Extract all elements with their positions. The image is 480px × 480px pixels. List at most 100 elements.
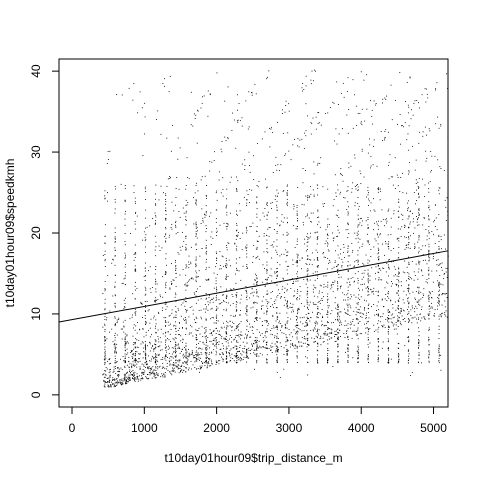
data-point bbox=[225, 276, 227, 278]
data-point bbox=[322, 315, 323, 317]
data-point bbox=[176, 177, 178, 179]
data-point bbox=[175, 294, 177, 296]
data-point bbox=[195, 277, 197, 279]
data-point bbox=[241, 117, 243, 119]
data-point bbox=[236, 354, 238, 356]
data-point bbox=[249, 171, 251, 173]
data-point bbox=[233, 288, 235, 289]
data-point bbox=[347, 344, 349, 346]
data-point bbox=[158, 312, 160, 314]
data-point bbox=[335, 334, 337, 336]
data-point bbox=[245, 356, 247, 358]
data-point bbox=[359, 222, 361, 224]
data-point bbox=[404, 225, 406, 227]
data-point bbox=[136, 287, 138, 289]
data-point bbox=[155, 255, 157, 257]
data-point bbox=[144, 280, 146, 281]
data-point bbox=[203, 95, 205, 97]
data-point bbox=[354, 157, 356, 159]
data-point bbox=[285, 351, 287, 352]
data-point bbox=[331, 284, 332, 286]
data-point bbox=[123, 278, 125, 280]
data-point bbox=[266, 269, 268, 271]
data-point bbox=[235, 293, 237, 295]
data-point bbox=[236, 235, 238, 237]
data-point bbox=[347, 359, 349, 361]
data-point bbox=[162, 366, 164, 368]
data-point bbox=[428, 308, 430, 310]
data-point bbox=[169, 361, 171, 363]
data-point bbox=[145, 199, 147, 200]
data-point bbox=[273, 229, 275, 230]
data-point bbox=[151, 287, 153, 288]
data-point bbox=[265, 331, 267, 333]
data-point bbox=[305, 85, 307, 87]
data-point bbox=[225, 260, 227, 262]
data-point bbox=[428, 329, 430, 331]
data-point bbox=[111, 328, 113, 330]
data-point bbox=[185, 349, 187, 351]
data-point bbox=[418, 287, 420, 289]
data-point bbox=[307, 307, 309, 309]
data-point bbox=[283, 353, 285, 355]
data-point bbox=[390, 318, 392, 320]
data-point bbox=[357, 203, 359, 205]
data-point bbox=[220, 303, 221, 305]
data-point bbox=[398, 268, 400, 270]
data-point bbox=[276, 253, 278, 255]
data-point bbox=[256, 292, 258, 294]
data-point bbox=[165, 331, 167, 333]
data-point bbox=[166, 306, 168, 308]
data-point bbox=[169, 371, 170, 373]
data-point bbox=[360, 121, 362, 123]
data-point bbox=[290, 159, 292, 161]
data-point bbox=[246, 349, 248, 351]
data-point bbox=[125, 383, 127, 385]
data-point bbox=[195, 351, 197, 353]
data-point bbox=[279, 225, 281, 227]
data-point bbox=[133, 324, 135, 326]
data-point bbox=[408, 287, 410, 289]
data-point bbox=[306, 274, 308, 276]
data-point bbox=[307, 237, 309, 238]
data-point bbox=[314, 323, 316, 325]
data-point bbox=[125, 341, 127, 343]
data-point bbox=[233, 323, 235, 324]
data-point bbox=[109, 310, 111, 312]
data-point bbox=[215, 342, 217, 344]
data-point bbox=[356, 350, 358, 352]
data-point bbox=[447, 87, 448, 89]
data-point bbox=[296, 278, 298, 280]
data-point bbox=[215, 350, 217, 352]
data-point bbox=[171, 347, 173, 349]
data-point bbox=[444, 306, 446, 308]
data-point bbox=[407, 200, 409, 202]
data-point bbox=[319, 338, 321, 340]
data-point bbox=[276, 231, 278, 233]
data-point bbox=[263, 251, 265, 253]
data-point bbox=[337, 313, 339, 315]
data-point bbox=[296, 327, 298, 329]
data-point bbox=[416, 219, 418, 220]
data-point bbox=[109, 331, 110, 333]
data-point bbox=[117, 380, 119, 382]
data-point bbox=[155, 198, 156, 200]
data-point bbox=[165, 234, 166, 236]
data-point bbox=[168, 353, 170, 355]
data-point bbox=[435, 217, 437, 219]
data-point bbox=[387, 291, 389, 293]
data-point bbox=[264, 285, 266, 287]
data-point bbox=[142, 357, 144, 359]
data-point bbox=[237, 94, 238, 96]
data-point bbox=[276, 261, 278, 263]
data-point bbox=[296, 347, 298, 349]
data-point bbox=[349, 281, 350, 283]
data-point bbox=[421, 94, 423, 96]
data-point bbox=[262, 212, 264, 214]
data-point bbox=[117, 367, 119, 369]
data-point bbox=[277, 316, 279, 318]
data-point bbox=[197, 276, 199, 277]
data-point bbox=[205, 338, 207, 340]
data-point bbox=[243, 351, 245, 353]
data-point bbox=[281, 326, 283, 328]
